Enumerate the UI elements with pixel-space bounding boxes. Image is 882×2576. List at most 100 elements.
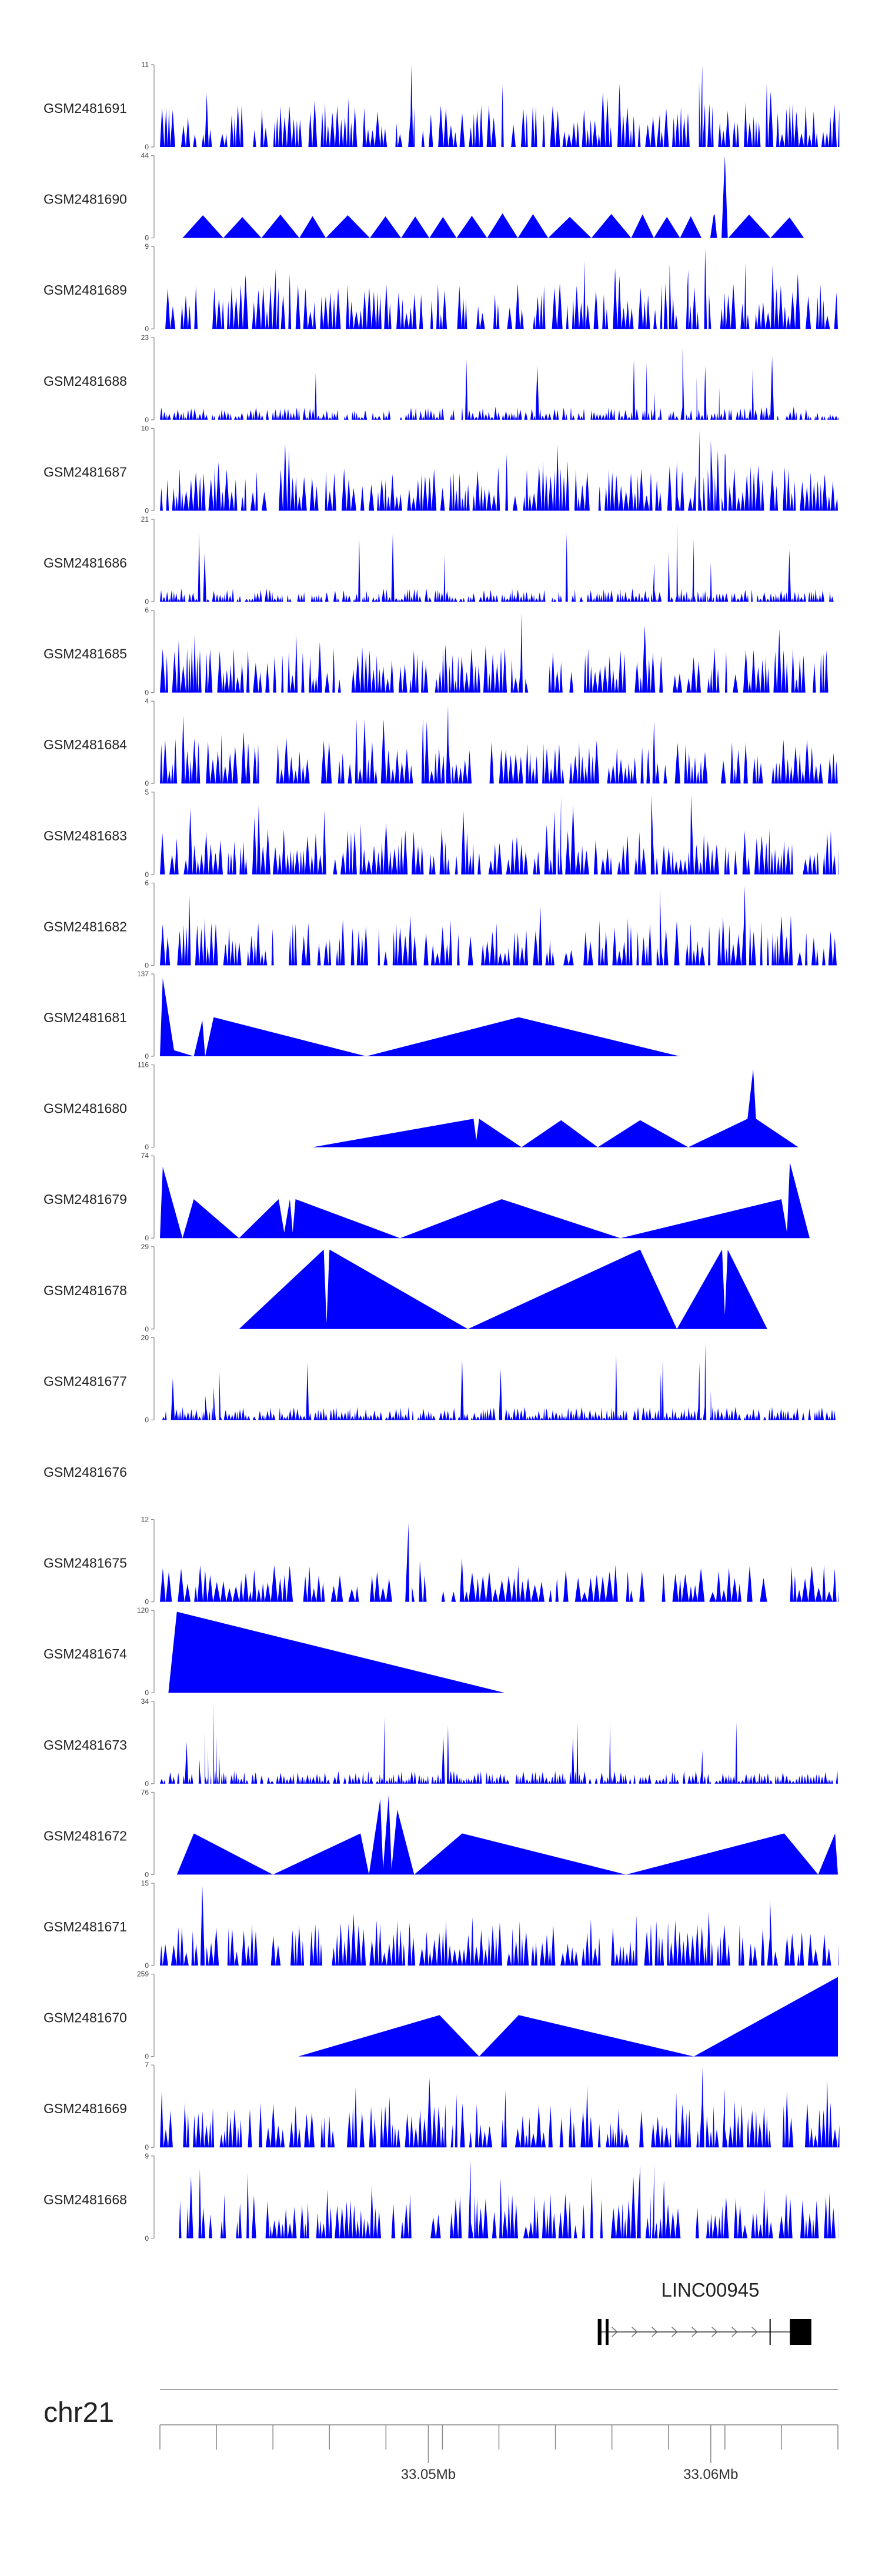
y-tick-label-min: 0	[145, 1416, 149, 1424]
track-GSM2481690: GSM2481690 44 0	[44, 152, 804, 242]
gene-annotation-track: LINC00945	[597, 2279, 811, 2345]
coverage-area	[160, 1703, 838, 1784]
track-label: GSM2481685	[44, 646, 127, 662]
y-tick-label-min: 0	[145, 689, 149, 697]
y-tick-label-min: 0	[145, 2143, 149, 2151]
track-GSM2481681: GSM2481681 137 0	[44, 970, 680, 1060]
y-tick-label-max: 11	[142, 61, 149, 69]
track-label: GSM2481675	[44, 1556, 127, 1571]
track-label: GSM2481677	[44, 1373, 127, 1389]
y-tick-label-min: 0	[145, 1870, 149, 1878]
coverage-area	[160, 1886, 838, 1966]
track-label: GSM2481674	[44, 1646, 127, 1661]
gene-exon	[790, 2319, 811, 2345]
coverage-area	[239, 1249, 767, 1329]
coverage-area	[160, 795, 838, 875]
y-tick-label-min: 0	[145, 1325, 149, 1333]
track-GSM2481688: GSM2481688 23 0	[44, 333, 839, 424]
track-label: GSM2481678	[44, 1283, 127, 1298]
track-GSM2481669: GSM2481669 7 0	[44, 2061, 840, 2151]
y-tick-label-min: 0	[145, 2234, 149, 2243]
y-tick-label-min: 0	[145, 325, 149, 333]
track-GSM2481676: GSM2481676	[44, 1464, 127, 1480]
gene-label: LINC00945	[662, 2279, 760, 2301]
y-tick-label-max: 6	[145, 879, 149, 887]
gene-exon	[606, 2319, 609, 2345]
track-GSM2481671: GSM2481671 15 0	[44, 1879, 838, 1970]
strand-arrow	[632, 2327, 638, 2337]
y-tick-label-min: 0	[145, 506, 149, 515]
track-GSM2481674: GSM2481674 120 0	[44, 1606, 505, 1697]
coverage-area	[312, 1069, 799, 1147]
track-label: GSM2481684	[44, 737, 127, 752]
track-label: GSM2481668	[44, 2192, 127, 2207]
track-label: GSM2481676	[44, 1464, 127, 1480]
y-tick-label-min: 0	[145, 1780, 149, 1788]
y-tick-label-min: 0	[145, 1052, 149, 1060]
y-tick-label-min: 0	[145, 1689, 149, 1697]
track-GSM2481675: GSM2481675 12 0	[44, 1516, 839, 1606]
track-label: GSM2481681	[44, 1010, 127, 1025]
track-label: GSM2481682	[44, 919, 127, 934]
track-GSM2481670: GSM2481670 259 0	[44, 1970, 838, 2061]
y-tick-label-min: 0	[145, 1234, 149, 1242]
y-tick-label-min: 0	[145, 870, 149, 879]
y-tick-label-max: 7	[145, 2061, 149, 2069]
axis-major-label: 33.06Mb	[683, 2467, 738, 2482]
track-GSM2481668: GSM2481668 9 0	[44, 2152, 838, 2243]
y-tick-label-max: 120	[137, 1606, 149, 1614]
coverage-area	[176, 1794, 838, 1875]
y-tick-label-min: 0	[145, 1143, 149, 1152]
track-GSM2481683: GSM2481683 5 0	[44, 788, 838, 879]
track-GSM2481689: GSM2481689 9 0	[44, 242, 838, 333]
track-label: GSM2481683	[44, 828, 127, 843]
coverage-area	[298, 1977, 838, 2057]
coverage-tracks: GSM2481691110GSM2481690440GSM248168990GS…	[44, 61, 840, 2243]
strand-arrow	[652, 2327, 658, 2337]
track-label: GSM2481671	[44, 1919, 127, 1934]
track-GSM2481679: GSM2481679 74 0	[44, 1152, 810, 1242]
track-GSM2481686: GSM2481686 21 0	[44, 515, 838, 606]
coverage-area	[160, 886, 838, 966]
track-GSM2481687: GSM2481687 10 0	[44, 424, 838, 515]
strand-arrow	[731, 2327, 738, 2337]
coverage-area	[160, 2160, 838, 2238]
coverage-area	[160, 248, 838, 329]
y-tick-label-max: 74	[141, 1152, 149, 1160]
coverage-area	[160, 1342, 838, 1420]
track-label: GSM2481686	[44, 555, 127, 570]
track-GSM2481682: GSM2481682 6 0	[44, 879, 838, 969]
y-tick-label-min: 0	[145, 2053, 149, 2061]
track-GSM2481684: GSM2481684 4 0	[44, 697, 838, 788]
y-tick-label-max: 10	[141, 424, 149, 432]
strand-arrow	[671, 2327, 678, 2337]
genome-axis-track: chr21 33.05Mb 33.06Mb	[44, 2389, 838, 2482]
y-tick-label-max: 4	[145, 697, 149, 705]
track-label: GSM2481687	[44, 464, 127, 479]
chromosome-label: chr21	[44, 2397, 114, 2428]
y-tick-label-max: 6	[145, 606, 149, 615]
track-label: GSM2481691	[44, 101, 127, 116]
track-label: GSM2481669	[44, 2101, 127, 2116]
track-label: GSM2481680	[44, 1101, 127, 1116]
track-label: GSM2481673	[44, 1737, 127, 1753]
track-label: GSM2481688	[44, 373, 127, 389]
track-GSM2481672: GSM2481672 76 0	[44, 1788, 838, 1878]
y-tick-label-max: 29	[141, 1243, 149, 1251]
coverage-area	[160, 978, 680, 1056]
y-tick-label-min: 0	[145, 416, 149, 424]
track-GSM2481677: GSM2481677 20 0	[44, 1333, 838, 1424]
coverage-area	[160, 613, 838, 693]
y-tick-label-max: 21	[141, 515, 149, 523]
y-tick-label-max: 259	[137, 1970, 149, 1978]
y-tick-label-min: 0	[145, 143, 149, 151]
coverage-area	[160, 1162, 810, 1239]
track-label: GSM2481670	[44, 2010, 127, 2026]
track-label: GSM2481672	[44, 1828, 127, 1843]
coverage-area	[160, 348, 839, 420]
coverage-area	[182, 155, 804, 238]
strand-arrow	[691, 2327, 698, 2337]
y-tick-label-max: 5	[145, 788, 149, 796]
track-label: GSM2481679	[44, 1192, 127, 1207]
